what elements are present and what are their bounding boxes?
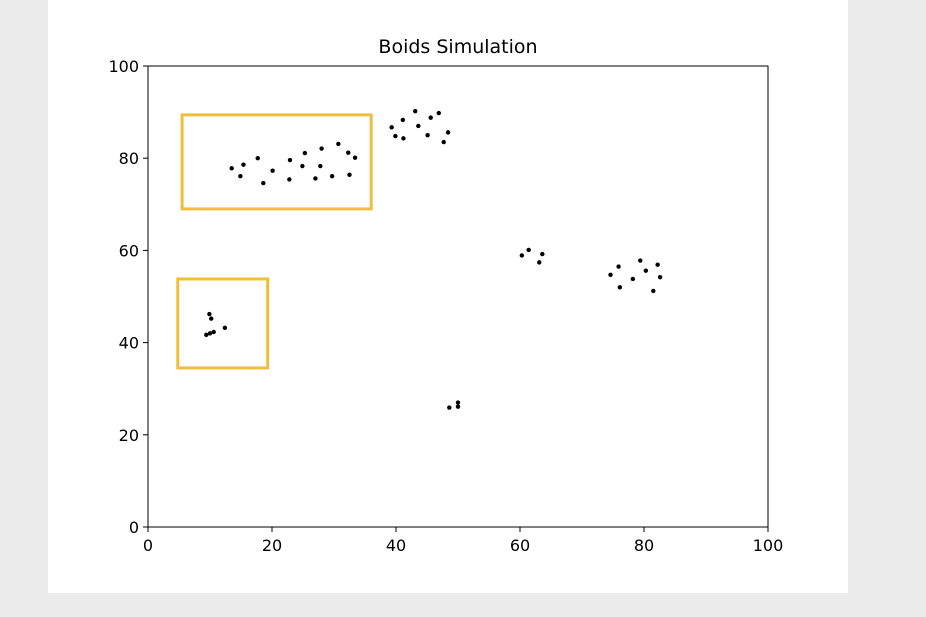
y-tick-label: 80: [119, 149, 139, 168]
boid-point: [617, 285, 623, 290]
boid-point: [329, 173, 335, 179]
boid-point: [319, 146, 324, 151]
boid-point: [519, 253, 525, 258]
boid-point: [540, 251, 545, 257]
boid-point: [526, 247, 531, 253]
boid-point: [416, 123, 421, 129]
x-tick-label: 60: [510, 536, 530, 555]
highlight-box: [180, 113, 373, 211]
boid-point: [302, 150, 308, 156]
y-tick-label: 20: [119, 426, 139, 445]
boid-point: [651, 288, 656, 294]
boid-point: [347, 172, 352, 177]
boid-point: [207, 331, 213, 336]
boid-point: [313, 176, 318, 181]
boid-point: [204, 332, 209, 337]
y-tick-label: 40: [119, 334, 139, 353]
boid-point: [436, 110, 441, 116]
boid-point: [608, 272, 613, 278]
boid-point: [393, 133, 398, 139]
boid-point: [455, 400, 461, 405]
x-tick-label: 40: [386, 536, 406, 555]
y-tick-label: 60: [119, 241, 139, 260]
boid-point: [222, 325, 228, 331]
boid-point: [630, 276, 636, 282]
boid-point: [400, 117, 406, 123]
axes-frame: [147, 65, 769, 528]
boid-point: [455, 404, 461, 409]
boid-point: [441, 139, 446, 145]
boid-point: [346, 150, 351, 155]
boid-point: [336, 141, 341, 147]
x-tick-label: 0: [143, 536, 153, 555]
boid-point: [287, 157, 293, 163]
boid-point: [238, 173, 243, 179]
boid-point: [401, 136, 406, 141]
boid-point: [643, 268, 649, 273]
boid-point: [352, 155, 358, 160]
boids-scatter-chart: Boids Simulation 0 20 40 60 80 100 0 20 40 60 80 10…: [108, 36, 783, 555]
boid-point: [445, 130, 451, 135]
chart-title: Boids Simulation: [378, 36, 537, 58]
x-tick-label: 100: [753, 536, 784, 555]
figure-canvas: Boids Simulation 0 20 40 60 80 100 0 20 40 60 80 10…: [48, 0, 848, 593]
boid-point: [655, 262, 660, 267]
boid-point: [287, 177, 292, 182]
highlight-box: [176, 277, 270, 370]
boid-point: [389, 125, 394, 130]
boid-point: [261, 180, 266, 186]
boid-point: [657, 274, 663, 280]
plot-area: 0 20 40 60 80 100 0 20 40 60 80 100: [108, 57, 783, 555]
boid-point: [447, 405, 452, 410]
boid-point: [428, 115, 433, 120]
y-tick-label: 100: [108, 57, 139, 76]
boid-point: [211, 329, 216, 335]
boid-point: [616, 264, 621, 269]
boid-point: [207, 311, 212, 317]
boid-point: [270, 168, 275, 173]
boid-point: [638, 258, 643, 263]
boid-point: [209, 316, 214, 321]
boid-point: [413, 108, 418, 114]
boid-point: [537, 260, 542, 265]
x-tick-label: 80: [634, 536, 654, 555]
x-tick-label: 20: [262, 536, 282, 555]
boid-point: [229, 166, 234, 171]
boid-point: [300, 163, 305, 169]
y-tick-label: 0: [129, 518, 139, 537]
boid-point: [241, 162, 246, 167]
boid-point: [425, 132, 430, 138]
boid-point: [255, 156, 260, 161]
boid-point: [318, 163, 323, 169]
